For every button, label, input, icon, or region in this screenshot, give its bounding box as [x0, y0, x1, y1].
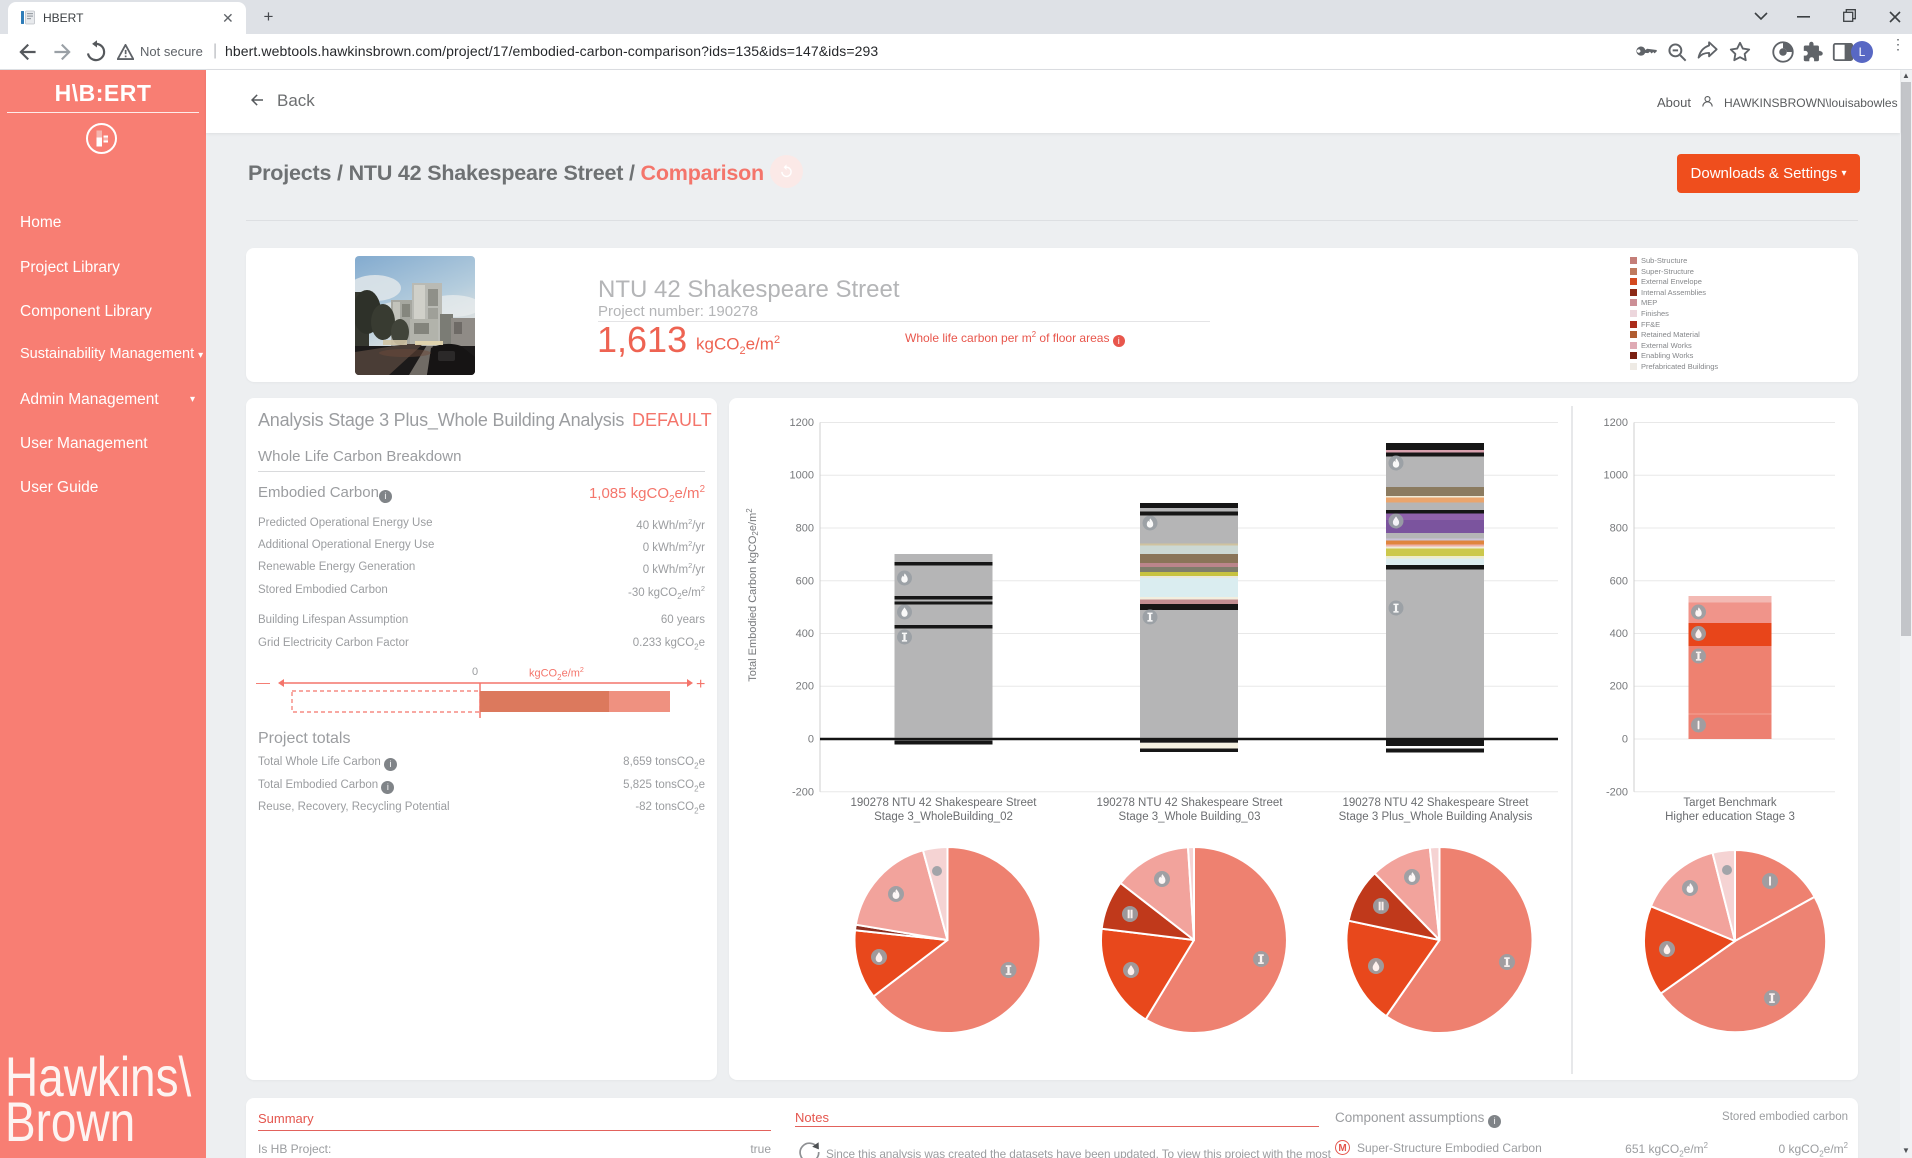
svg-text:-200: -200 [792, 786, 814, 798]
svg-text:Higher education Stage 3: Higher education Stage 3 [1665, 811, 1795, 823]
svg-text:Target Benchmark: Target Benchmark [1683, 797, 1777, 809]
svg-text:1200: 1200 [790, 417, 814, 429]
svg-text:200: 200 [1610, 681, 1628, 693]
svg-text:Stage 3_WholeBuilding_02: Stage 3_WholeBuilding_02 [874, 811, 1013, 823]
svg-text:190278 NTU 42 Shakespeare Stre: 190278 NTU 42 Shakespeare Street [1096, 797, 1283, 809]
svg-text:400: 400 [796, 628, 814, 640]
svg-text:190278 NTU 42 Shakespeare Stre: 190278 NTU 42 Shakespeare Street [1342, 797, 1529, 809]
svg-text:400: 400 [1610, 628, 1628, 640]
svg-text:Total Embodied Carbon kgCO2e/m: Total Embodied Carbon kgCO2e/m2 [745, 508, 760, 682]
svg-text:190278 NTU 42 Shakespeare Stre: 190278 NTU 42 Shakespeare Street [850, 797, 1037, 809]
svg-text:600: 600 [796, 575, 814, 587]
svg-text:Stage 3_Whole Building_03: Stage 3_Whole Building_03 [1119, 811, 1261, 823]
svg-text:+: + [696, 676, 705, 693]
svg-text:—: — [256, 674, 270, 690]
svg-text:0: 0 [1622, 734, 1628, 746]
svg-text:0: 0 [808, 734, 814, 746]
svg-text:1000: 1000 [1604, 470, 1628, 482]
svg-text:800: 800 [1610, 523, 1628, 535]
svg-text:Stage 3 Plus_Whole Building An: Stage 3 Plus_Whole Building Analysis [1339, 811, 1533, 823]
svg-text:1000: 1000 [790, 470, 814, 482]
svg-text:1200: 1200 [1604, 417, 1628, 429]
svg-text:200: 200 [796, 681, 814, 693]
svg-text:600: 600 [1610, 575, 1628, 587]
svg-text:800: 800 [796, 523, 814, 535]
svg-text:-200: -200 [1606, 786, 1628, 798]
